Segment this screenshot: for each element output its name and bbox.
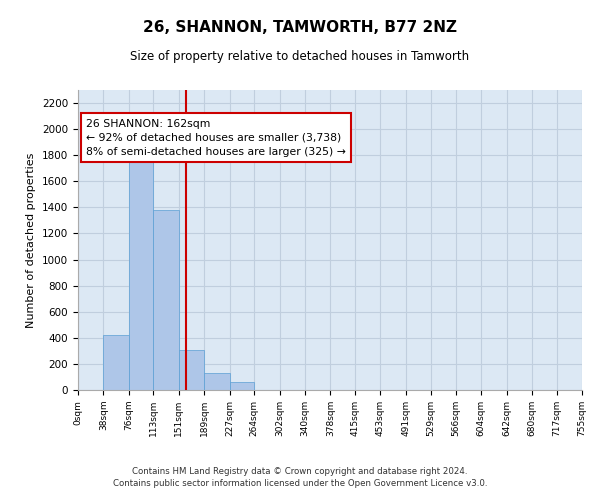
Y-axis label: Number of detached properties: Number of detached properties [26,152,37,328]
Bar [129,142,154,390]
Bar [154,210,179,390]
Bar [103,335,129,390]
Text: 26, SHANNON, TAMWORTH, B77 2NZ: 26, SHANNON, TAMWORTH, B77 2NZ [143,20,457,35]
Text: Size of property relative to detached houses in Tamworth: Size of property relative to detached ho… [130,50,470,63]
Text: Contains HM Land Registry data © Crown copyright and database right 2024.
Contai: Contains HM Land Registry data © Crown c… [113,466,487,487]
Bar [230,382,254,390]
Bar [204,373,230,390]
Text: 26 SHANNON: 162sqm
← 92% of detached houses are smaller (3,738)
8% of semi-detac: 26 SHANNON: 162sqm ← 92% of detached hou… [86,118,346,156]
Bar [179,350,204,390]
